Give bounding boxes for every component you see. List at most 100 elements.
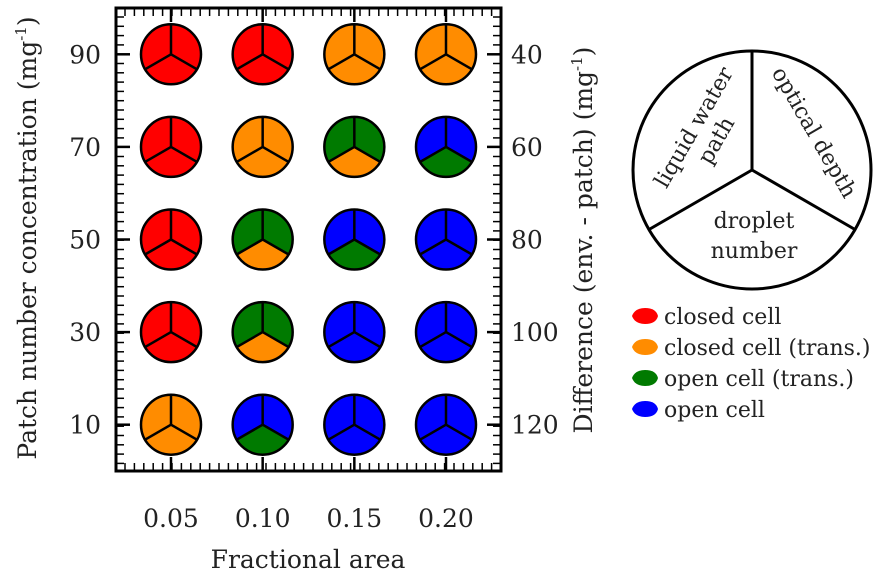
pie-marker — [231, 393, 294, 456]
y2-tick-label: 40 — [511, 40, 543, 69]
pie-divider — [236, 53, 264, 71]
pie-divider — [327, 53, 355, 71]
pie-divider — [262, 331, 290, 349]
pie-divider — [170, 238, 198, 256]
pie-divider — [170, 423, 198, 441]
pie-divider — [144, 145, 172, 163]
pie-marker — [323, 393, 386, 456]
pie-divider — [445, 331, 473, 349]
y-axis-label-text: Patch number concentration (mg — [13, 41, 42, 460]
y-tick-label: 70 — [69, 133, 101, 162]
pie-divider — [170, 53, 198, 71]
pie-outline — [139, 208, 203, 271]
pie-divider — [353, 423, 381, 441]
y2-axis-label-sup: -1 — [568, 56, 586, 71]
pie-divider — [327, 423, 355, 441]
pie-outline — [414, 300, 478, 364]
pie-outline — [323, 208, 386, 271]
y-axis-label-sup: -1 — [12, 26, 30, 41]
pie-marker — [323, 115, 386, 179]
legend-swatch — [632, 370, 658, 386]
pie-outline — [231, 23, 294, 86]
pie-divider — [353, 53, 381, 71]
pie-marker — [414, 208, 478, 271]
pie-marker — [414, 393, 478, 456]
legend-label: open cell (trans.) — [664, 367, 854, 392]
pie-outline — [414, 393, 478, 456]
pie-marker — [231, 300, 294, 364]
y2-axis-label-end: ) — [569, 47, 598, 57]
y-tick-label: 10 — [69, 411, 101, 440]
pie-marker — [414, 300, 478, 364]
pie-outline — [231, 300, 294, 364]
pie-sector-droplet-number — [145, 54, 197, 85]
legend-swatch — [632, 308, 658, 324]
legend: closed cell closed cell (trans.) open cell… — [632, 305, 871, 423]
key-label-line: number — [711, 239, 798, 264]
pie-divider — [170, 145, 198, 163]
pie-divider — [327, 331, 355, 349]
pie-divider — [236, 331, 264, 349]
legend-label: closed cell — [664, 305, 781, 330]
pie-marker — [323, 300, 386, 364]
pie-divider — [419, 238, 447, 256]
pie-marker — [323, 208, 386, 271]
y-axis-label-end: ) — [13, 16, 42, 26]
pie-divider — [144, 331, 172, 349]
pie-sector-droplet-number — [145, 424, 197, 455]
pie-divider — [445, 145, 473, 163]
pie-divider — [262, 423, 290, 441]
legend-label: closed cell (trans.) — [664, 336, 871, 361]
y-tick-label: 30 — [69, 318, 101, 347]
pie-marker — [231, 115, 294, 179]
pie-divider — [445, 423, 473, 441]
pie-outline — [231, 115, 294, 179]
key-label-droplet-number: droplet number — [711, 209, 798, 264]
pie-divider — [445, 238, 473, 256]
pie-outline — [323, 300, 386, 364]
pie-sector-droplet-number — [145, 239, 197, 270]
pie-outline — [414, 115, 478, 179]
pie-outline — [139, 115, 203, 179]
pie-outline — [139, 23, 203, 86]
legend-swatch — [632, 339, 658, 355]
pie-divider — [262, 145, 290, 163]
legend-swatch — [632, 401, 658, 417]
y2-tick-label: 80 — [511, 226, 543, 255]
y2-tick-label: 120 — [511, 411, 559, 440]
pie-marker — [231, 23, 294, 86]
pie-marker — [139, 393, 203, 456]
pie-divider — [170, 331, 198, 349]
pie-divider — [144, 53, 172, 71]
x-tick-labels: 0.05 0.10 0.15 0.20 — [143, 504, 474, 533]
pie-divider — [353, 331, 381, 349]
y-tick-label: 90 — [69, 40, 101, 69]
pie-marker — [139, 300, 203, 364]
legend-item: closed cell — [632, 305, 781, 330]
x-tick-label: 0.15 — [326, 504, 382, 533]
pie-sector-droplet-number — [145, 332, 197, 363]
pie-outline — [323, 23, 386, 86]
x-tick-label: 0.20 — [418, 504, 474, 533]
legend-label: open cell — [664, 398, 765, 423]
pie-sector-droplet-number — [328, 146, 381, 177]
pie-divider — [445, 53, 473, 71]
pie-outline — [414, 208, 478, 271]
pie-divider — [419, 145, 447, 163]
pie-outline — [414, 23, 478, 86]
pie-divider — [353, 238, 381, 256]
y2-axis-label: Difference (env. - patch) (mg-1) — [568, 47, 598, 434]
pie-sector-droplet-number — [328, 332, 381, 363]
y-tick-labels: 90 70 50 30 10 — [69, 40, 101, 439]
key-pie-divider-left — [648, 168, 753, 231]
y2-axis-label-text: Difference (env. - patch) (mg — [569, 71, 598, 434]
pie-marker — [139, 208, 203, 271]
pie-marker — [414, 23, 478, 86]
key-label-line: droplet — [714, 209, 795, 234]
y2-tick-label: 60 — [511, 133, 543, 162]
pie-marker — [323, 23, 386, 86]
pie-divider — [262, 238, 290, 256]
pie-outline — [231, 393, 294, 456]
